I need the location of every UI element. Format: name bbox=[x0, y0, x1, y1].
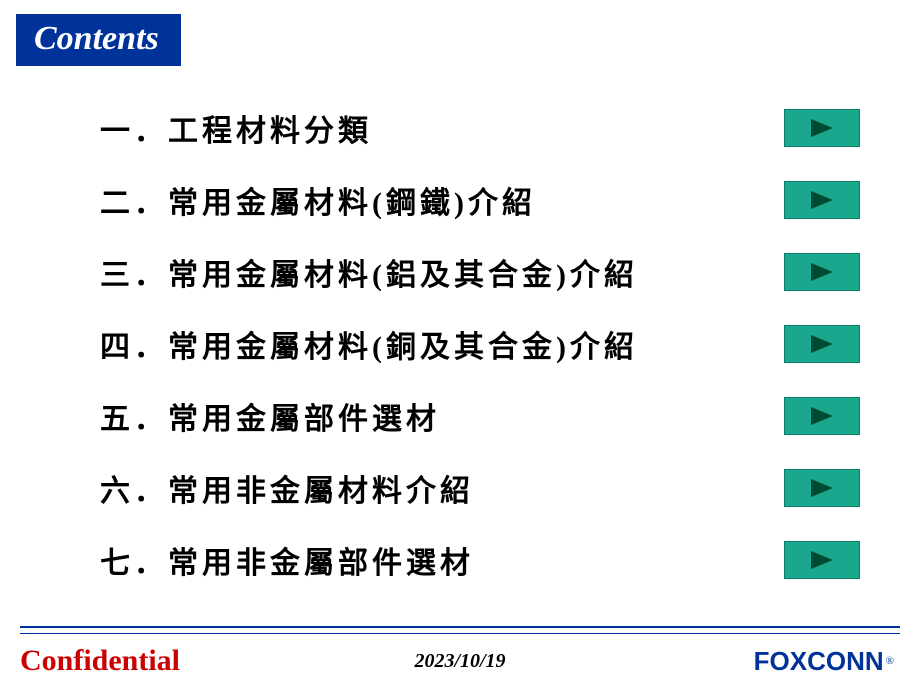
list-item: 一．工程材料分類 bbox=[100, 92, 860, 164]
play-button[interactable] bbox=[784, 253, 860, 291]
list-item: 四．常用金屬材料(銅及其合金)介紹 bbox=[100, 308, 860, 380]
play-button[interactable] bbox=[784, 109, 860, 147]
play-button[interactable] bbox=[784, 469, 860, 507]
play-button[interactable] bbox=[784, 397, 860, 435]
list-item: 五．常用金屬部件選材 bbox=[100, 380, 860, 452]
footer-divider-thin bbox=[20, 633, 900, 634]
play-icon bbox=[809, 117, 835, 139]
confidential-label: Confidential bbox=[20, 644, 180, 678]
play-icon bbox=[809, 405, 835, 427]
play-icon bbox=[809, 549, 835, 571]
item-text: 一．工程材料分類 bbox=[100, 106, 372, 150]
contents-header: Contents bbox=[16, 14, 181, 66]
list-item: 二．常用金屬材料(鋼鐵)介紹 bbox=[100, 164, 860, 236]
contents-list: 一．工程材料分類 二．常用金屬材料(鋼鐵)介紹 三．常用金屬材料(鋁及其合金)介… bbox=[100, 92, 860, 596]
footer: Confidential 2023/10/19 FOXCONN ® bbox=[0, 638, 920, 690]
play-icon bbox=[809, 333, 835, 355]
logo-text: FOXCONN bbox=[754, 646, 884, 677]
item-text: 六．常用非金屬材料介紹 bbox=[100, 466, 474, 510]
logo-registered: ® bbox=[886, 655, 894, 667]
item-text: 三．常用金屬材料(鋁及其合金)介紹 bbox=[100, 250, 638, 294]
play-icon bbox=[809, 477, 835, 499]
item-text: 四．常用金屬材料(銅及其合金)介紹 bbox=[100, 322, 638, 366]
play-button[interactable] bbox=[784, 325, 860, 363]
foxconn-logo: FOXCONN ® bbox=[754, 646, 894, 677]
play-button[interactable] bbox=[784, 181, 860, 219]
list-item: 六．常用非金屬材料介紹 bbox=[100, 452, 860, 524]
item-text: 五．常用金屬部件選材 bbox=[100, 394, 440, 438]
list-item: 三．常用金屬材料(鋁及其合金)介紹 bbox=[100, 236, 860, 308]
header-title: Contents bbox=[34, 20, 159, 57]
item-text: 七．常用非金屬部件選材 bbox=[100, 538, 474, 582]
play-icon bbox=[809, 261, 835, 283]
play-icon bbox=[809, 189, 835, 211]
footer-date: 2023/10/19 bbox=[414, 650, 505, 673]
play-button[interactable] bbox=[784, 541, 860, 579]
item-text: 二．常用金屬材料(鋼鐵)介紹 bbox=[100, 178, 536, 222]
footer-divider-thick bbox=[20, 626, 900, 628]
list-item: 七．常用非金屬部件選材 bbox=[100, 524, 860, 596]
